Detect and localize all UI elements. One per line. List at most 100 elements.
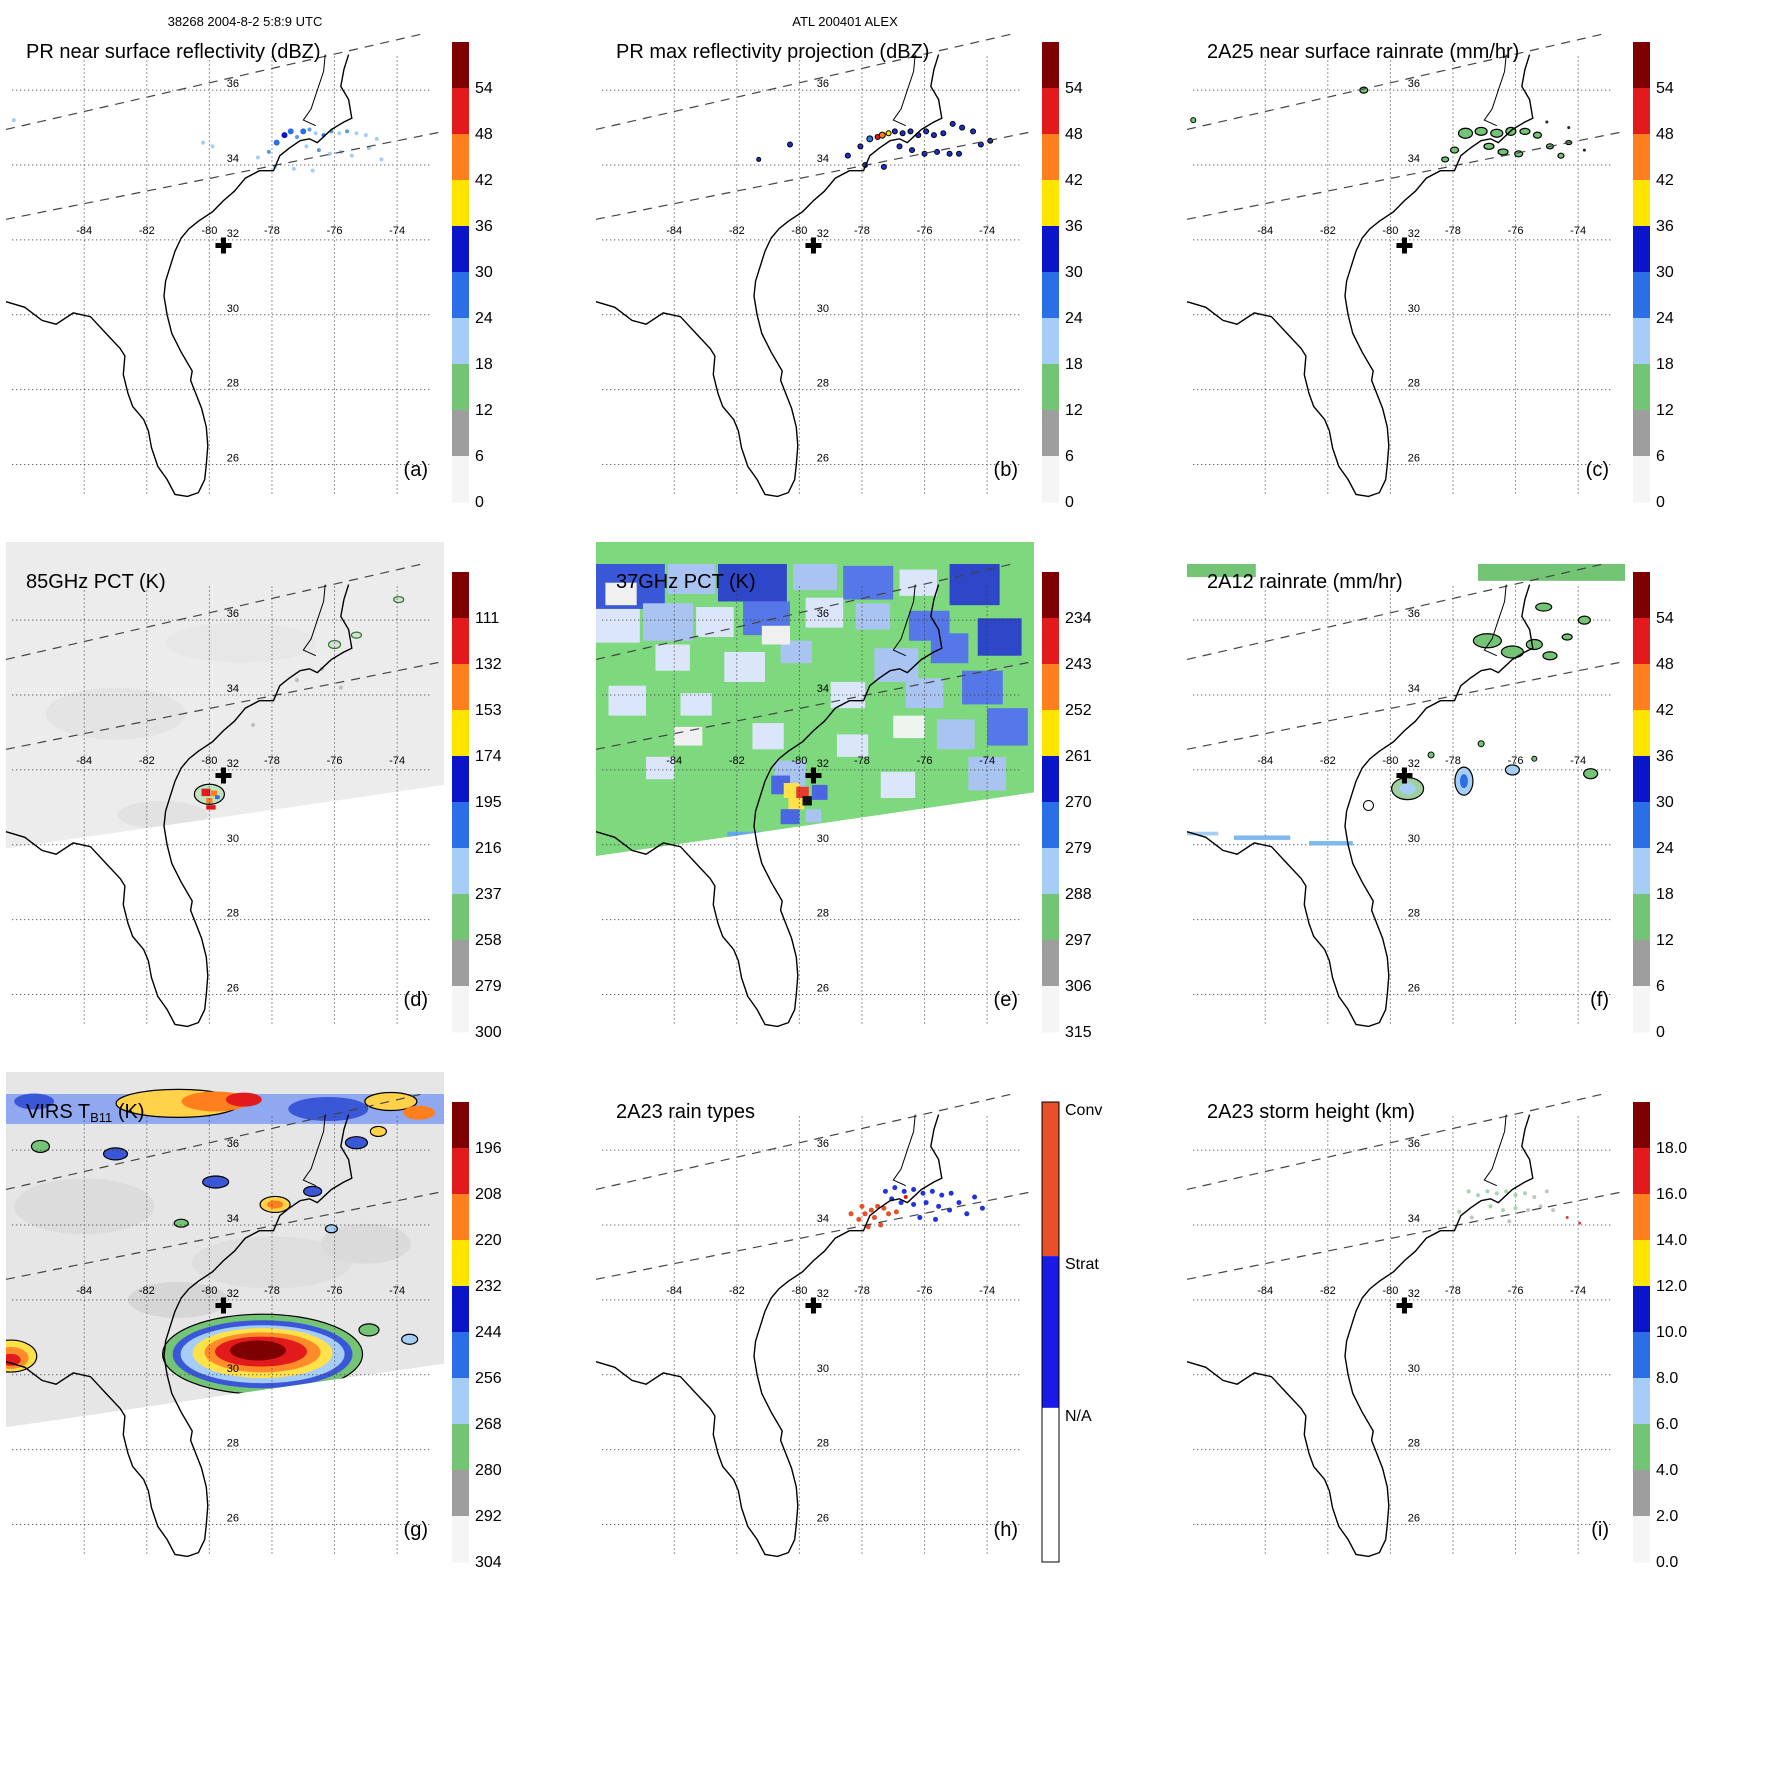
coastline <box>1186 1114 1534 1558</box>
colorbar-label: 54 <box>1656 610 1674 627</box>
lat-label: 36 <box>1408 608 1420 620</box>
lat-label: 28 <box>227 908 239 920</box>
lat-label: 34 <box>227 683 239 695</box>
lon-label: -82 <box>139 225 155 237</box>
lat-label: 32 <box>1408 758 1420 770</box>
panel-title: 2A23 rain types <box>616 1101 755 1123</box>
data-field <box>1187 564 1626 846</box>
colorbar-label: 315 <box>1065 1024 1092 1041</box>
swath-edge-lines <box>5 1093 445 1280</box>
latlon-grid: -84 -82 -80 -78 -76 -74 36 34 32 30 28 26 <box>1193 56 1613 495</box>
colorbar-label: 6 <box>1656 448 1665 465</box>
colorbar-label: 12 <box>1065 402 1083 419</box>
colorbar-label: 18 <box>475 356 493 373</box>
colorbar-label: 36 <box>1065 218 1083 235</box>
panel-a: -84 -82 -80 -78 -76 -74 36 34 32 30 28 26 PR near su… <box>5 33 493 511</box>
colorbar-label: 54 <box>475 80 493 97</box>
colorbar-label: 111 <box>475 610 499 627</box>
data-field <box>848 1185 985 1230</box>
colorbar-label: 12.0 <box>1656 1278 1687 1295</box>
colorbar-label: 30 <box>1065 264 1083 281</box>
colorbar-label: 54 <box>1656 80 1674 97</box>
lat-label: 36 <box>1408 1138 1420 1150</box>
panel-title: VIRS TB11 (K) <box>26 1101 144 1125</box>
center-marker <box>215 237 232 254</box>
colorbar-label: 243 <box>1065 656 1092 673</box>
latlon-grid: -84 -82 -80 -78 -76 -74 36 34 32 30 28 26 <box>1193 1116 1613 1555</box>
colorbar-label: 2.0 <box>1656 1508 1678 1525</box>
lon-label: -84 <box>666 1285 682 1297</box>
colorbar-label: 256 <box>475 1370 502 1387</box>
lat-label: 26 <box>227 983 239 995</box>
coastline <box>1186 584 1534 1028</box>
panel-c: -84 -82 -80 -78 -76 -74 36 34 32 30 28 26 2A25 near … <box>1186 33 1674 511</box>
coastline <box>595 54 943 498</box>
colorbar: 54 48 42 36 30 24 18 12 6 0 <box>1633 572 1674 1041</box>
lon-label: -78 <box>1445 225 1461 237</box>
panel-i: -84 -82 -80 -78 -76 -74 36 34 32 30 28 26 2A23 storm… <box>1186 1093 1687 1571</box>
lon-label: -80 <box>201 1285 217 1297</box>
panel-h: -84 -82 -80 -78 -76 -74 36 34 32 30 28 26 2A23 rain … <box>595 1093 1102 1563</box>
center-marker <box>215 767 232 784</box>
lon-label: -80 <box>791 1285 807 1297</box>
lon-label: -76 <box>327 225 343 237</box>
colorbar-label: 208 <box>475 1186 502 1203</box>
lat-label: 32 <box>1408 228 1420 240</box>
latlon-grid: -84 -82 -80 -78 -76 -74 36 34 32 30 28 26 <box>12 56 432 495</box>
lat-label: 28 <box>817 908 829 920</box>
panel-title: PR near surface reflectivity (dBZ) <box>26 41 321 63</box>
colorbar-label: 174 <box>475 748 502 765</box>
colorbar: 111 132 153 174 195 216 237 258 279 300 <box>452 572 502 1041</box>
lon-label: -82 <box>1320 1285 1336 1297</box>
lon-label: -78 <box>854 1285 870 1297</box>
lon-label: -74 <box>1570 1285 1586 1297</box>
colorbar-label: 195 <box>475 794 502 811</box>
coastline-inner <box>302 584 326 657</box>
lon-label: -78 <box>1445 755 1461 767</box>
lat-label: 36 <box>227 78 239 90</box>
panel-letter: (a) <box>404 459 428 481</box>
coastline-inner <box>1483 1114 1507 1187</box>
data-field <box>1457 1189 1582 1225</box>
latlon-grid: -84 -82 -80 -78 -76 -74 36 34 32 30 28 26 <box>602 1116 1022 1555</box>
lat-label: 30 <box>227 303 239 315</box>
colorbar-label: 0 <box>1065 494 1074 511</box>
lat-label: 34 <box>1408 153 1420 165</box>
colorbar-label: 48 <box>1656 126 1674 143</box>
colorbar-label: 36 <box>475 218 493 235</box>
lat-label: 28 <box>227 378 239 390</box>
swath-edge-lines <box>595 1093 1035 1280</box>
center-marker <box>1396 237 1413 254</box>
lat-label: 28 <box>817 378 829 390</box>
colorbar-label: 24 <box>475 310 493 327</box>
lat-label: 30 <box>817 303 829 315</box>
lat-label: 30 <box>1408 303 1420 315</box>
lat-label: 34 <box>227 1213 239 1225</box>
coastline <box>5 1114 353 1558</box>
swath-edge-lines <box>595 563 1035 750</box>
latlon-grid: -84 -82 -80 -78 -76 -74 36 34 32 30 28 26 <box>12 1116 432 1555</box>
panel-title: 2A12 rainrate (mm/hr) <box>1207 571 1403 593</box>
colorbar: 54 48 42 36 30 24 18 12 6 0 <box>452 42 493 511</box>
colorbar-label: 48 <box>1065 126 1083 143</box>
lon-label: -82 <box>729 225 745 237</box>
lon-label: -74 <box>1570 225 1586 237</box>
lat-label: 30 <box>1408 833 1420 845</box>
colorbar-label: 153 <box>475 702 502 719</box>
lon-label: -74 <box>389 755 405 767</box>
coastline-inner <box>1483 584 1507 657</box>
colorbar-label: 18.0 <box>1656 1140 1687 1157</box>
lat-label: 28 <box>227 1438 239 1450</box>
colorbar-label: 279 <box>475 978 502 995</box>
lat-label: 34 <box>1408 1213 1420 1225</box>
lat-label: 36 <box>227 1138 239 1150</box>
lat-label: 36 <box>227 608 239 620</box>
colorbar-label: 42 <box>1065 172 1083 189</box>
lat-label: 26 <box>817 983 829 995</box>
data-field <box>11 118 384 173</box>
lat-label: 32 <box>817 758 829 770</box>
colorbar-label: 6 <box>475 448 484 465</box>
lat-label: 26 <box>1408 1513 1420 1525</box>
lat-label: 32 <box>817 228 829 240</box>
